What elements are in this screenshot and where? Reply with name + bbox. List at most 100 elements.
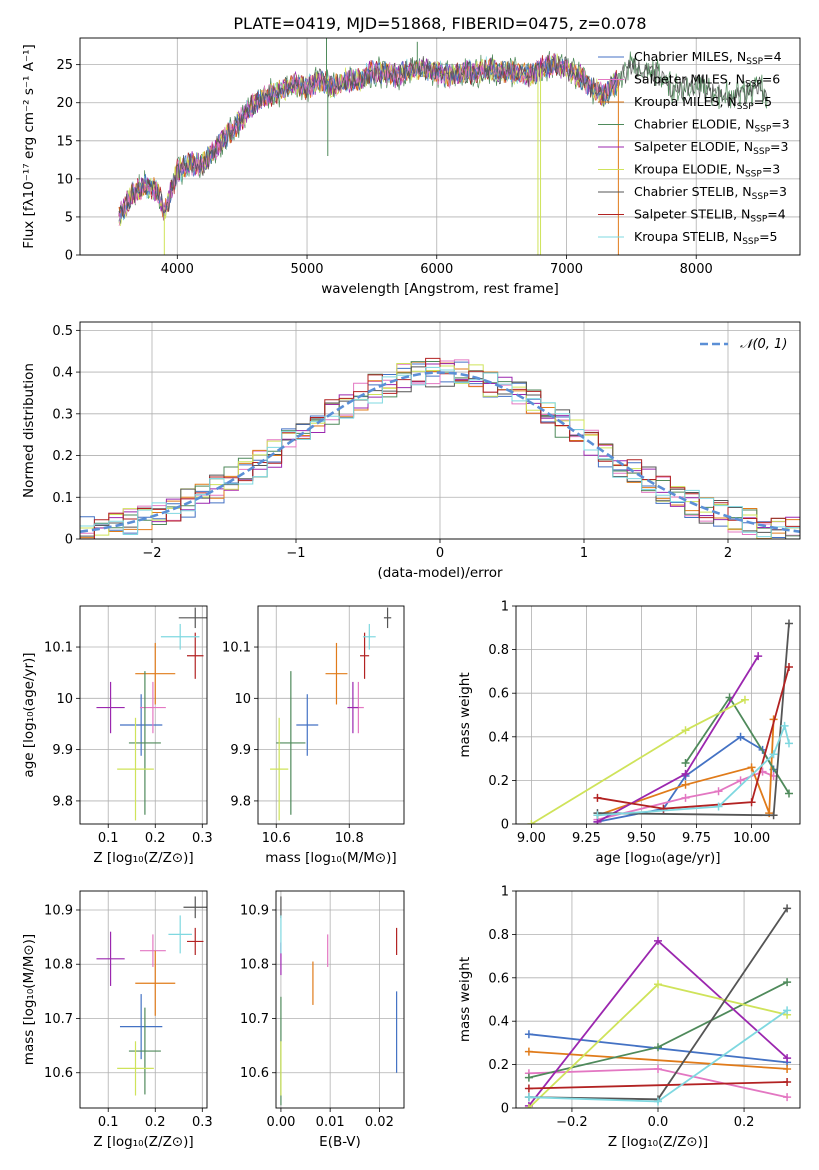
x-tick-label: 4000 [161,262,194,277]
series-marker [783,978,792,987]
y-tick-label: 10 [234,692,251,707]
series-marker [783,1006,792,1015]
y-tick-label: 0 [65,249,73,264]
error-bar [187,632,204,679]
x-tick-label: 0.3 [192,831,213,846]
plot-area [118,38,768,255]
y-tick-label: 10.8 [44,958,73,973]
y-tick-label: 20 [56,96,73,111]
legend-label: Kroupa MILES, NSSP=5 [634,94,772,112]
series-marker [784,663,793,672]
y-axis-label: Flux [fλ10⁻¹⁷ erg cm⁻² s⁻¹ A⁻¹] [21,44,37,249]
error-bar [160,623,200,650]
y-axis-label: mass weight [457,672,473,757]
legend-nssp: =5 [759,229,777,244]
y-tick-label: 0.4 [488,730,509,745]
series-marker [524,1104,533,1108]
plot-area [280,896,398,1106]
x-tick-label: 6000 [420,262,453,277]
error-bar [128,1007,161,1095]
x-tick-label: 9.75 [682,831,711,846]
legend-nssp: =3 [762,162,780,177]
error-bar [296,694,319,756]
y-tick-label: 0.6 [488,971,509,986]
x-axis-label: Z [log₁₀(Z/Z⊙)] [608,1134,708,1150]
error-bar [119,694,163,756]
legend-nssp: =5 [754,94,772,109]
series-marker [754,652,763,661]
error-bar [183,896,207,919]
y-tick-label: 10 [56,172,73,187]
error-bar [96,931,125,986]
y-tick-label: 10.7 [240,1012,269,1027]
legend-label: Kroupa STELIB, NSSP=5 [634,229,778,247]
legend-name: Kroupa STELIB, N [634,229,742,244]
series-marker [783,1077,792,1086]
histogram-step [80,366,800,539]
series-line [528,1050,788,1070]
y-tick-label: 0.3 [52,407,73,422]
series-line [597,623,790,817]
y-tick-label: 10 [56,692,73,707]
series-marker [524,1030,533,1039]
series-marker [769,811,778,820]
y-tick-label: 10.1 [222,641,251,656]
legend-name: Kroupa ELODIE, N [634,162,745,177]
x-tick-label: 0 [436,546,444,561]
residual-histogram-panel: −2 −1 0 1 2 0 0.1 0.2 0.3 0.4 0.5 (data-model)/erro… [21,321,801,581]
series-marker [593,811,602,820]
plot-area [270,607,392,821]
legend: 𝒩(0, 1) [700,337,787,352]
legend-label: Chabrier STELIB, NSSP=3 [634,184,787,202]
axes-frame [79,605,208,825]
x-tick-label: 2 [724,546,732,561]
x-tick-label: 0.2 [145,831,166,846]
mass-vs-ebv-panel: 0.00 0.01 0.02 10.6 10.7 10.8 10.9 E(B-V) [240,890,405,1150]
y-tick-label: 9.9 [52,743,73,758]
x-tick-label: −2 [142,546,161,561]
error-bar [362,623,376,650]
y-tick-label: 15 [56,134,73,149]
series-marker [783,1093,792,1102]
plot-area [96,896,207,1096]
y-tick-label: 0.8 [488,643,509,658]
x-tick-label: 9.00 [517,831,546,846]
axes-frame [257,605,405,825]
grid-lines [80,606,207,824]
x-axis-label: wavelength [Angstrom, rest frame] [321,281,559,297]
error-bar [178,607,207,629]
series-marker [654,1064,662,1073]
legend-subscript: SSP [745,170,762,180]
x-tick-label: −0.2 [556,1115,588,1130]
y-tick-label: 0.5 [52,324,73,339]
x-tick-label: 9.50 [627,831,656,846]
series-marker [783,1054,792,1063]
error-bar [270,717,289,821]
error-bar [187,927,204,956]
y-tick-label: 0 [65,533,73,548]
legend-subscript: SSP [753,147,770,157]
error-bar [135,950,176,1016]
legend-subscript: SSP [737,102,754,112]
y-tick-label: 0.4 [488,1015,509,1030]
x-tick-label: 0.00 [266,1115,295,1130]
x-tick-label: 0.2 [734,1115,755,1130]
y-tick-label: 9.9 [230,743,251,758]
error-bar [139,934,166,967]
series-marker [747,798,756,807]
y-tick-label: 10.6 [44,1066,73,1081]
series-line [528,1081,788,1090]
age-vs-mass-panel: 10.6 10.8 9.8 9.9 10 10.1 mass [log₁₀(M/M⊙)] [222,605,405,866]
legend-name: Chabrier MILES, N [634,49,746,64]
grid-lines [80,891,207,1108]
error-bar [128,671,161,815]
series-line [597,655,759,823]
mass-vs-z-panel: 0.1 0.2 0.3 10.6 10.7 10.8 10.9 Z [log₁₀(Z/Z⊙)]… [21,890,213,1150]
series-marker [527,820,536,824]
y-tick-label: 0 [501,818,509,833]
error-bar [383,607,392,629]
age-vs-z-panel: 0.1 0.2 0.3 9.8 9.9 10 10.1 Z [log₁₀(Z/Z⊙)] age … [21,605,213,866]
series-marker [524,1073,533,1082]
x-axis-label: age [log₁₀(age/yr)] [595,850,720,866]
x-tick-label: 0.3 [192,1115,213,1130]
